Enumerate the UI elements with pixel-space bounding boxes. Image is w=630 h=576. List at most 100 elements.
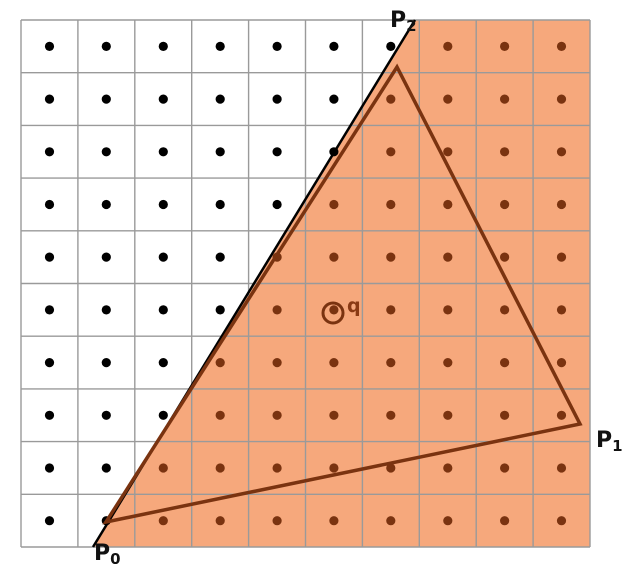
sample-dot (215, 516, 225, 526)
sample-dot (329, 252, 339, 262)
sample-dot (158, 410, 168, 420)
sample-dot (329, 410, 339, 420)
vertex-label-p0: P0 (94, 541, 121, 568)
sample-dot (386, 516, 396, 526)
sample-dot (500, 516, 510, 526)
sample-dot (386, 252, 396, 262)
sample-dot (44, 94, 55, 104)
sample-dot (44, 516, 55, 526)
sample-dot (500, 358, 510, 368)
sample-dot (556, 516, 567, 526)
sample-dot (386, 147, 396, 157)
sample-dot (272, 516, 282, 526)
sample-dot (158, 305, 168, 315)
sample-dot (556, 252, 567, 262)
sample-dot (386, 199, 396, 210)
sample-dot (101, 147, 111, 157)
sample-dot (386, 41, 396, 52)
sample-dot (443, 41, 453, 52)
sample-dot (158, 463, 168, 473)
sample-dot (443, 252, 453, 262)
sample-dot (329, 516, 339, 526)
sample-dot (443, 358, 453, 368)
sample-dot (500, 147, 510, 157)
sample-dot (329, 305, 339, 315)
sample-dot (158, 199, 168, 210)
sample-dot (272, 305, 282, 315)
sample-dot (215, 410, 225, 420)
sample-dot (443, 463, 453, 473)
sample-dot (215, 41, 225, 52)
sample-dot (500, 305, 510, 315)
sample-dot (44, 463, 55, 473)
sample-dot (44, 410, 55, 420)
pixel-grid (20, 19, 591, 548)
sample-dot (386, 94, 396, 104)
sample-dot (556, 94, 567, 104)
sample-dot (215, 305, 225, 315)
sample-dot (158, 358, 168, 368)
sample-dot (158, 94, 168, 104)
sample-dot (272, 94, 282, 104)
sample-dot (215, 199, 225, 210)
sample-dot (215, 358, 225, 368)
sample-dot (215, 252, 225, 262)
sample-dot (556, 199, 567, 210)
sample-dot (272, 358, 282, 368)
sample-dot (329, 41, 339, 52)
sample-dot (386, 410, 396, 420)
sample-dot (556, 410, 567, 420)
sample-dot (158, 516, 168, 526)
sample-dot (44, 305, 55, 315)
sample-dot (443, 516, 453, 526)
sample-dot (386, 358, 396, 368)
sample-dot (101, 358, 111, 368)
sample-dot (44, 41, 55, 52)
sample-points (44, 41, 567, 526)
vertex-label-p2: P2 (390, 8, 417, 35)
sample-dot (443, 147, 453, 157)
sample-dot (272, 41, 282, 52)
sample-dot (443, 94, 453, 104)
sample-dot (329, 94, 339, 104)
sample-dot (101, 305, 111, 315)
sample-dot (500, 199, 510, 210)
sample-dot (443, 199, 453, 210)
sample-dot (215, 147, 225, 157)
sample-dot (44, 199, 55, 210)
sample-dot (443, 410, 453, 420)
sample-dot (500, 252, 510, 262)
sample-dot (556, 463, 567, 473)
sample-dot (329, 358, 339, 368)
query-label-q: q (347, 295, 361, 317)
sample-dot (443, 305, 453, 315)
sample-dot (101, 252, 111, 262)
sample-dot (272, 147, 282, 157)
sample-dot (329, 463, 339, 473)
sample-dot (101, 94, 111, 104)
query-point-q (321, 301, 345, 325)
sample-dot (500, 94, 510, 104)
vertex-label-p1: P1 (596, 428, 623, 455)
sample-dot (44, 358, 55, 368)
sample-dot (329, 199, 339, 210)
sample-dot (101, 41, 111, 52)
sample-dot (386, 305, 396, 315)
sample-dot (556, 41, 567, 52)
sample-dot (158, 41, 168, 52)
sample-dot (272, 199, 282, 210)
triangle (102, 63, 583, 525)
sample-dot (556, 147, 567, 157)
sample-dot (272, 463, 282, 473)
sample-dot (101, 199, 111, 210)
sample-dot (44, 147, 55, 157)
sample-dot (215, 94, 225, 104)
sample-dot (500, 463, 510, 473)
sample-dot (215, 463, 225, 473)
sample-dot (272, 410, 282, 420)
sample-dot (500, 41, 510, 52)
sample-dot (556, 358, 567, 368)
sample-dot (158, 147, 168, 157)
sample-dot (101, 463, 111, 473)
sample-dot (500, 410, 510, 420)
